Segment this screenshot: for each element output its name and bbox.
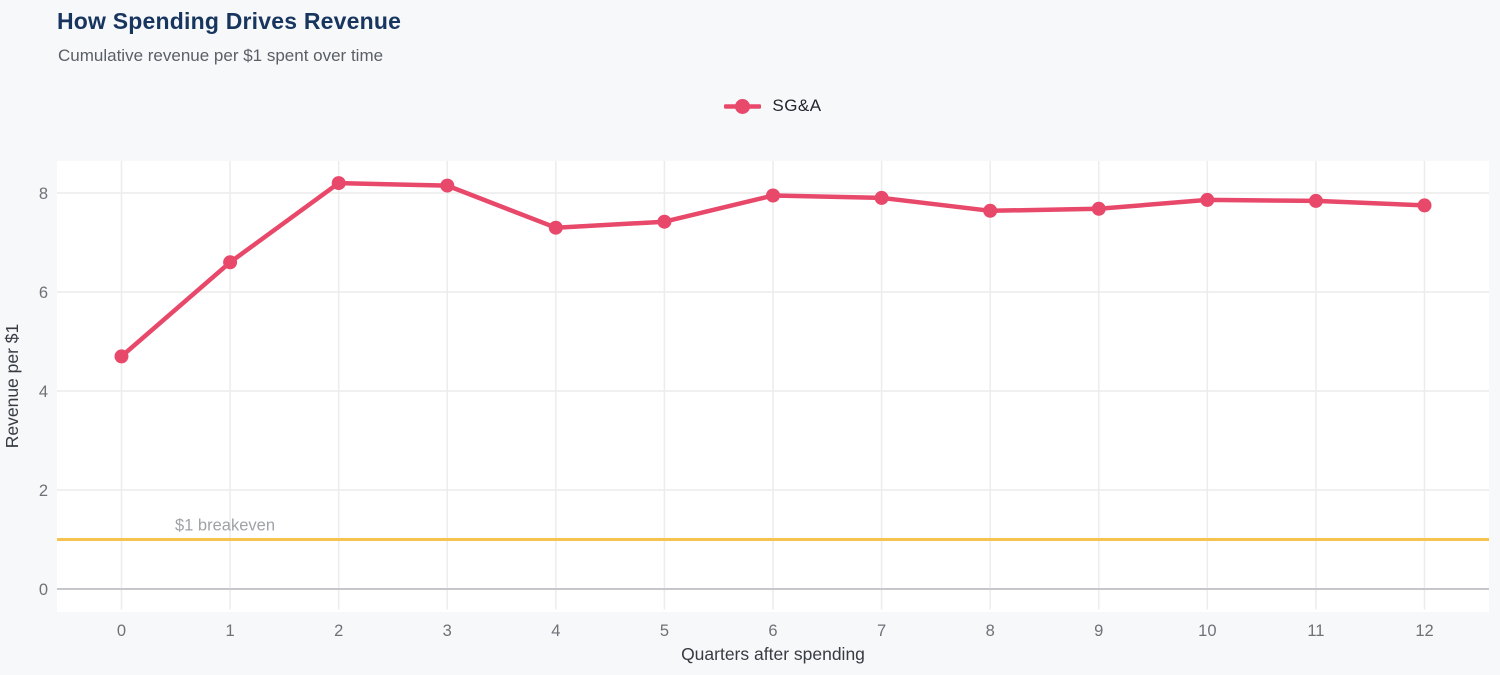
- legend: SG&A: [57, 96, 1489, 116]
- data-point: [766, 188, 780, 203]
- y-tick-label: 6: [39, 284, 48, 302]
- data-point: [114, 349, 129, 364]
- x-tick-label: 0: [117, 622, 126, 640]
- page-title: How Spending Drives Revenue: [57, 8, 402, 34]
- x-tick-label: 4: [551, 622, 560, 640]
- y-tick-label: 2: [39, 482, 48, 500]
- data-point: [1417, 198, 1432, 213]
- x-tick-label: 8: [986, 622, 995, 640]
- y-axis-title: Revenue per $1: [2, 324, 22, 449]
- x-axis-title: Quarters after spending: [681, 644, 865, 664]
- x-tick-label: 5: [660, 622, 669, 640]
- legend-item-sga[interactable]: SG&A: [724, 96, 821, 116]
- x-tick-label: 10: [1198, 622, 1216, 640]
- line-series-icon: [724, 98, 762, 114]
- data-point: [440, 178, 455, 193]
- x-tick-label: 3: [443, 622, 452, 640]
- breakeven-label: $1 breakeven: [175, 517, 275, 535]
- data-point: [1308, 193, 1323, 208]
- data-point: [657, 214, 672, 229]
- y-tick-label: 0: [39, 581, 48, 599]
- x-tick-label: 2: [334, 622, 343, 640]
- x-tick-label: 6: [768, 622, 777, 640]
- y-tick-label: 4: [39, 383, 48, 401]
- data-point: [331, 176, 346, 191]
- x-tick-label: 9: [1094, 622, 1103, 640]
- x-tick-label: 7: [877, 622, 886, 640]
- x-tick-label: 12: [1415, 622, 1433, 640]
- legend-label: SG&A: [772, 96, 822, 115]
- data-point: [983, 203, 998, 218]
- x-tick-label: 1: [225, 622, 234, 640]
- y-tick-label: 8: [39, 185, 48, 203]
- data-point: [223, 255, 238, 270]
- data-point: [548, 220, 563, 235]
- data-point: [874, 190, 889, 205]
- data-point: [1200, 192, 1215, 207]
- page-subtitle: Cumulative revenue per $1 spent over tim…: [58, 46, 384, 65]
- data-point: [1091, 201, 1106, 216]
- x-tick-label: 11: [1307, 622, 1324, 640]
